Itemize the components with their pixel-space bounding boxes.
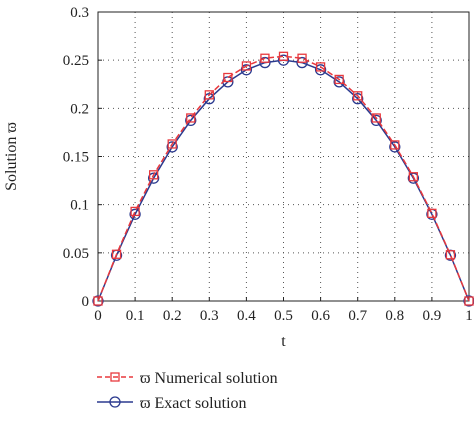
x-tick-label: 0.5 xyxy=(274,308,293,324)
numerical-point xyxy=(427,208,437,218)
exact-point xyxy=(166,141,178,153)
y-tick-label: 0.15 xyxy=(63,150,89,166)
legend-item-numerical: ϖ Numerical solution xyxy=(97,370,278,387)
x-tick-label: 0.9 xyxy=(423,308,442,324)
y-tick-label: 0.25 xyxy=(63,53,89,69)
y-tick-label: 0.1 xyxy=(70,198,89,214)
x-tick-label: 0.8 xyxy=(385,308,404,324)
numerical-point xyxy=(278,51,289,61)
numerical-point xyxy=(297,53,307,63)
legend-square-marker xyxy=(110,372,120,382)
exact-point xyxy=(277,54,290,66)
legend-circle-marker xyxy=(109,396,121,408)
x-tick-label: 0.4 xyxy=(237,308,256,324)
numerical-point xyxy=(186,113,196,123)
x-tick-label: 0.6 xyxy=(311,308,330,324)
numerical-point xyxy=(315,62,326,72)
x-tick-label: 0 xyxy=(94,308,102,324)
numerical-point xyxy=(390,140,400,150)
exact-point xyxy=(333,76,345,88)
exact-point xyxy=(463,295,474,307)
numerical-point xyxy=(148,170,159,180)
exact-point xyxy=(92,295,104,307)
series-layer xyxy=(92,51,474,307)
numerical-point xyxy=(241,61,252,71)
numerical-point xyxy=(408,172,419,182)
y-tick-label: 0.2 xyxy=(70,101,89,117)
numerical-point xyxy=(130,206,140,217)
exact-point xyxy=(296,56,308,69)
legend-item-exact: ϖ Exact solution xyxy=(97,395,247,412)
x-tick-label: 0.3 xyxy=(200,308,219,324)
numerical-point xyxy=(111,249,122,259)
numerical-point xyxy=(464,296,474,306)
y-tick-label: 0.05 xyxy=(63,246,89,262)
exact-point xyxy=(129,208,141,220)
exact-point xyxy=(389,141,401,153)
numerical-point xyxy=(353,91,363,101)
numerical-point xyxy=(371,113,381,123)
exact-point xyxy=(203,93,215,105)
axis-ticks: 0 0.1 0.2 0.3 0.4 0.5 0.6 0.7 0.8 0.9 1 0 0.05 0.1 0.1… xyxy=(63,5,473,324)
series-numerical xyxy=(93,51,474,306)
numerical-point xyxy=(334,74,344,85)
numerical-point xyxy=(93,296,103,306)
numerical-point xyxy=(260,53,270,63)
exact-point xyxy=(370,114,382,127)
exact-point xyxy=(240,64,253,76)
x-tick-label: 0.2 xyxy=(163,308,182,324)
x-axis-title: t xyxy=(281,333,286,350)
y-tick-label: 0 xyxy=(82,294,90,310)
x-tick-label: 0.7 xyxy=(348,308,367,324)
numerical-point xyxy=(223,72,233,83)
exact-point xyxy=(147,172,160,184)
x-tick-label: 1 xyxy=(465,308,473,324)
legend-label-numerical: ϖ Numerical solution xyxy=(140,370,278,387)
exact-point xyxy=(352,93,364,105)
numerical-point xyxy=(167,139,177,149)
y-axis-title: Solution ϖ xyxy=(3,122,20,191)
y-tick-label: 0.3 xyxy=(70,5,89,21)
legend-label-exact: ϖ Exact solution xyxy=(140,395,247,412)
exact-point xyxy=(185,114,197,127)
numerical-point xyxy=(204,90,214,100)
numerical-point xyxy=(445,250,456,260)
legend: ϖ Numerical solution ϖ Exact solution xyxy=(97,370,278,412)
x-tick-label: 0.1 xyxy=(126,308,145,324)
exact-point xyxy=(314,64,327,76)
